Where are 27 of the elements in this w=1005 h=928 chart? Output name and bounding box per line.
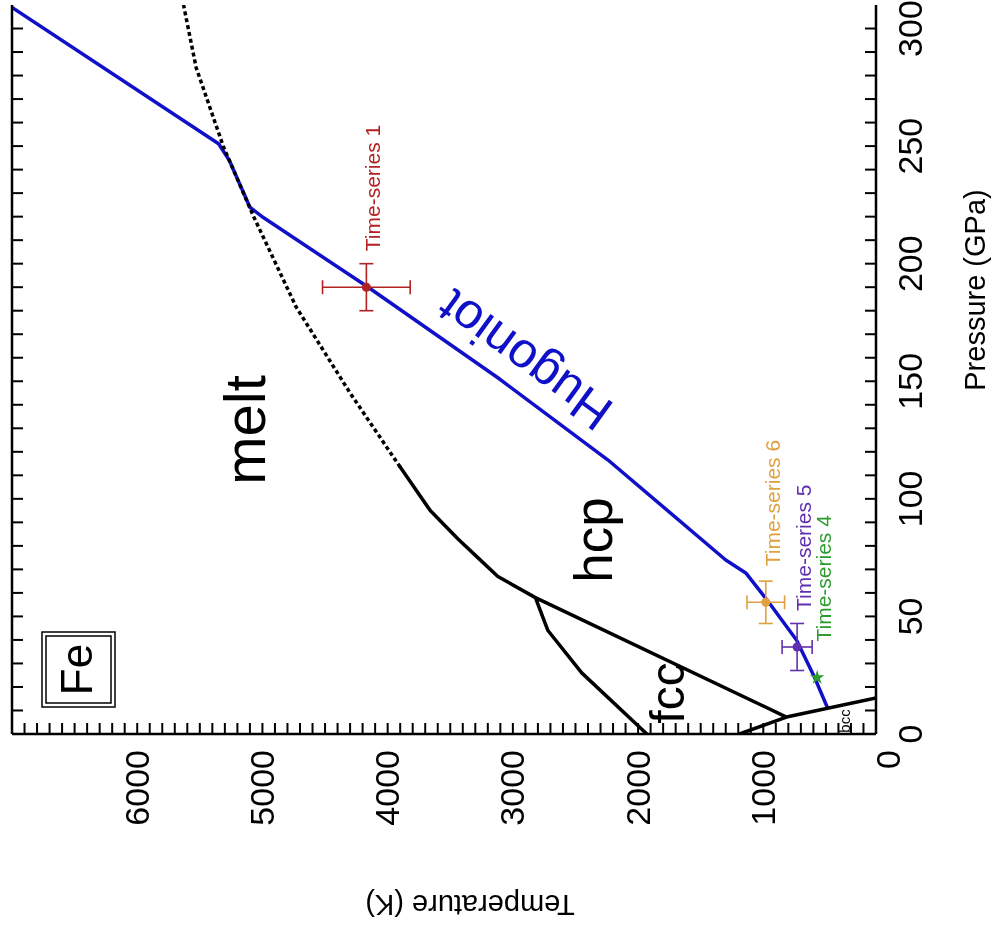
y-tick-label: 150 [891, 352, 930, 410]
y-tick-label: 200 [891, 235, 930, 293]
y-tick-label: 0 [891, 724, 930, 744]
annotation: bcc [836, 708, 854, 733]
point [761, 597, 771, 607]
point [361, 282, 371, 292]
x-tick-label: 6000 [117, 750, 156, 826]
x-tick-label: 5000 [243, 750, 282, 826]
y-axis-title: Pressure (GPa) [959, 189, 991, 391]
x-axis-title: Temperature (K) [365, 889, 575, 921]
x-tick-label: 3000 [493, 750, 532, 826]
y-tick-label: 250 [891, 117, 930, 175]
x-tick-label: 1000 [743, 750, 782, 826]
y-tick-label: 50 [891, 597, 930, 636]
x-tick-label: 4000 [368, 750, 407, 826]
annotation: hcp [563, 497, 623, 583]
annotation: fcc [640, 662, 694, 724]
x-tick-label: 0 [869, 750, 908, 769]
text: Time-series 6 [760, 439, 784, 567]
point [792, 642, 802, 652]
x-tick-label: 2000 [618, 750, 657, 826]
point [809, 670, 825, 684]
y-tick-label: 300 [891, 0, 930, 57]
annotation: melt [212, 375, 278, 485]
y-tick-label: 100 [891, 470, 930, 528]
text: Time-series 1 [361, 124, 385, 252]
text: Fe [52, 643, 101, 696]
